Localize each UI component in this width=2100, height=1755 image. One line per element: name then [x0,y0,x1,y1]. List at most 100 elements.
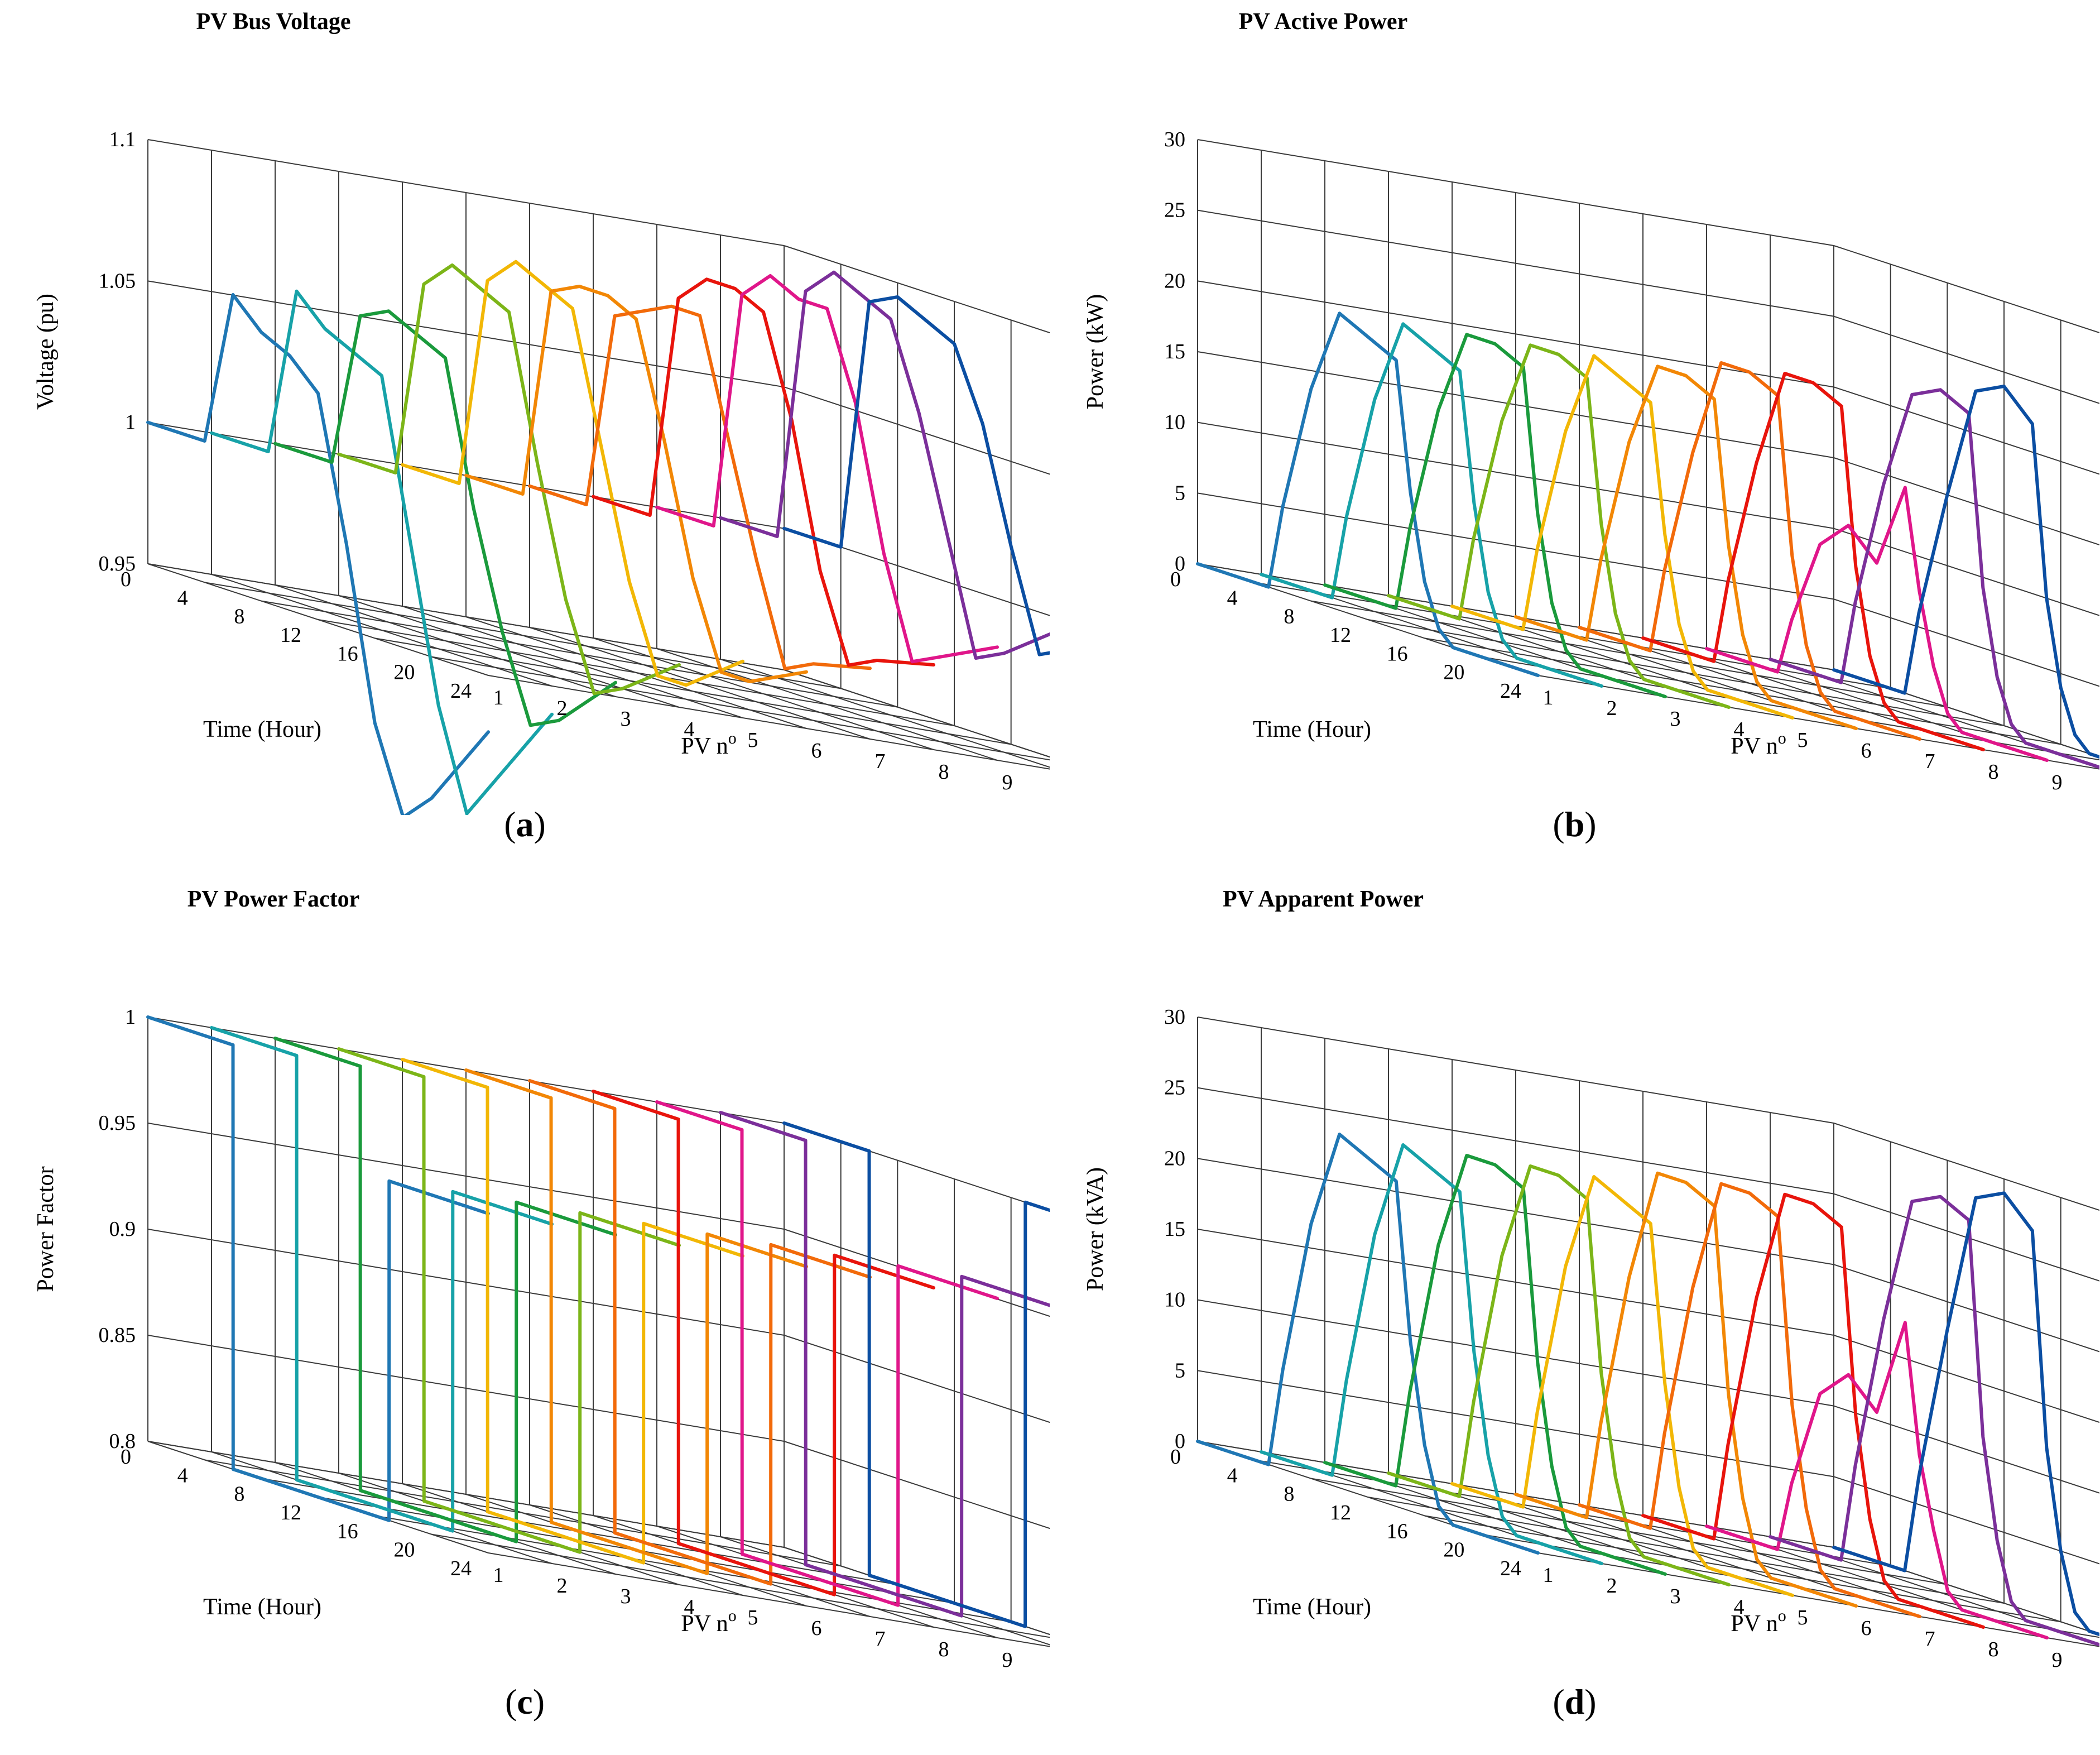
series-line-pv-5 [1450,354,1794,720]
z-tick-label: 0.9 [109,1217,136,1241]
grid [147,139,1050,770]
series-line-pv-6 [1514,365,1858,730]
time-tick-label: 16 [337,1519,358,1543]
series-group [146,260,1050,815]
time-tick-label: 4 [177,586,188,610]
time-axis-label: Time (Hour) [1253,717,1371,742]
series-line-pv-7 [1578,361,1921,741]
panel-active-power: PV Active Power 0 5 10 15 20 25 30 Power (kW) 0 4 8… [1050,0,2099,878]
series-line-pv-4 [1387,1164,1731,1586]
z-axis-label: Power (kW) [1083,294,1108,409]
time-axis-label: Time (Hour) [1253,1594,1371,1620]
z-tick-label: 1.1 [109,128,136,151]
gridline-side-horizontal [1197,1087,1834,1195]
series-line-pv-1 [1196,1133,1540,1555]
time-tick-label: 8 [1284,605,1294,629]
time-axis-label: Time (Hour) [203,1594,321,1620]
panel-label: (c) [504,1682,545,1722]
z-tick-label: 0.95 [99,552,136,576]
series-line-pv-5 [1450,1175,1794,1597]
grid [1197,1016,2099,1647]
gridline-back-horizontal [1833,1405,2099,1494]
pv-tick-label: 2 [1607,1574,1617,1598]
time-tick-label: 16 [1387,642,1408,665]
series-line-pv-11 [1832,385,2099,759]
panel-apparent-power: PV Apparent Power 0 5 10 15 20 25 30 Power (kVA)… [1050,878,2099,1755]
pv-tick-label: 5 [1798,1606,1808,1629]
gridline-back-horizontal [784,1229,1050,1317]
z-tick-label: 0.8 [109,1430,136,1453]
series-line-pv-4 [337,263,681,696]
series-line-pv-7 [528,1079,872,1586]
series-line-pv-1 [146,1015,490,1522]
z-tick-label: 30 [1164,1005,1185,1029]
gridline-back-horizontal [1833,386,2099,475]
pv-tick-label: 8 [1988,1638,1999,1661]
z-tick-label: 15 [1164,1217,1185,1241]
series-line-pv-10 [719,270,1050,660]
time-tick-label: 0 [1170,1445,1181,1469]
z-tick-label: 1 [125,1005,136,1029]
z-tick-label: 15 [1164,340,1185,363]
pv-axis-label-main: PV n [681,1611,728,1637]
series-line-pv-11 [782,1121,1050,1628]
pv-tick-label: 2 [557,1574,568,1598]
time-tick-label: 24 [450,679,472,703]
pv-tick-label: 9 [2052,1648,2063,1672]
gridline-back-horizontal [1833,528,2099,616]
grid [147,1016,1050,1647]
pv-tick-label: 9 [1002,1648,1013,1672]
series-line-pv-2 [1260,1143,1603,1565]
gridline-back-horizontal [1833,457,2099,546]
series-group [1196,1133,2099,1647]
gridline-floor-pv [402,606,743,718]
pv-tick-label: 6 [1861,739,1872,763]
series-line-pv-10 [719,1111,1050,1618]
time-tick-label: 20 [1443,1538,1464,1562]
time-tick-label: 8 [234,605,244,629]
gridline-floor-pv [784,669,1050,758]
series-line-pv-10 [1769,388,2099,769]
time-tick-label: 0 [121,1445,131,1469]
pv-axis-label-sup: o [728,1607,737,1625]
gridline-side-horizontal [1197,209,1834,317]
series-line-pv-4 [1387,343,1731,709]
pv-axis-label-main: PV n [1731,1611,1777,1637]
z-tick-label: 0.95 [99,1111,136,1135]
series-line-pv-8 [1641,372,1985,751]
gridline-side-horizontal [1197,280,1834,388]
series-line-pv-3 [273,1037,617,1543]
series-line-pv-6 [464,285,808,683]
pv-axis-label-sup: o [728,729,737,747]
pv-tick-label: 3 [1670,707,1681,731]
z-tick-label: 10 [1164,1288,1185,1312]
z-tick-label: 0 [1175,1430,1185,1453]
gridline-floor-pv [465,616,807,729]
pv-axis-label-main: PV n [681,733,728,759]
pv-tick-label: 4 [684,718,695,741]
series-line-pv-8 [592,1090,935,1596]
time-tick-label: 0 [1170,568,1181,591]
pv-axis-label: PV no [1731,1607,1786,1637]
gridline-back-horizontal [784,1441,1050,1529]
chart-title: PV Power Factor [188,886,360,912]
z-axis-label: Power Factor [33,1166,59,1292]
gridline-side-horizontal [1197,139,1834,246]
series-line-pv-9 [1705,1321,2049,1639]
pv-tick-label: 8 [939,1638,949,1661]
series-line-pv-3 [273,309,617,727]
time-tick-label: 16 [337,642,358,665]
time-tick-label: 24 [1500,679,1521,703]
gridline-back-horizontal [784,386,1050,475]
pv-axis-label-sup: o [1778,1607,1786,1625]
time-tick-label: 20 [393,1538,415,1562]
time-tick-label: 4 [1227,1464,1238,1487]
gridline-back-horizontal [1833,1476,2099,1565]
time-tick-label: 12 [280,1501,301,1524]
pv-tick-label: 6 [811,739,822,763]
z-tick-label: 1.05 [99,269,136,292]
gridline-back-horizontal [1833,245,2099,334]
series-line-pv-5 [401,260,744,687]
series-line-pv-10 [1769,1195,2099,1647]
gridline-side-horizontal [147,280,785,388]
